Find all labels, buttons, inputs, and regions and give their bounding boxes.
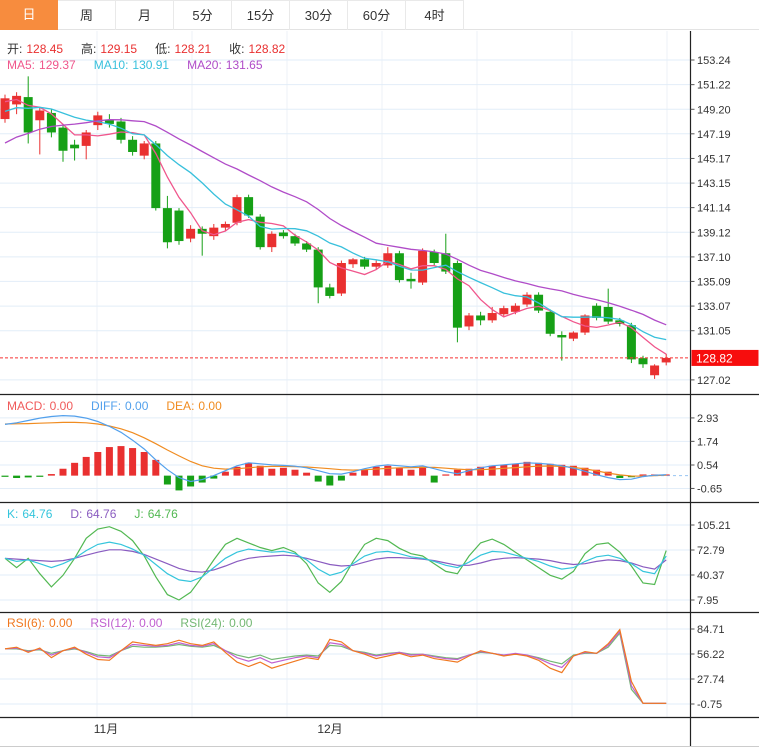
svg-text:145.17: 145.17: [697, 153, 731, 165]
svg-text:153.24: 153.24: [697, 55, 731, 67]
svg-text:143.15: 143.15: [697, 178, 731, 190]
svg-text:-0.65: -0.65: [697, 483, 722, 495]
rsi12-value: 0.00: [139, 616, 163, 630]
k-value: 64.76: [22, 507, 53, 521]
price-axis: 153.24 151.22 149.20 147.19 145.17 143.15 141.…: [690, 55, 731, 711]
svg-text:141.14: 141.14: [697, 203, 731, 215]
rsi24-value: 0.00: [229, 616, 253, 630]
current-price-tag: 128.82: [691, 349, 759, 366]
dea-value: 0.00: [198, 399, 222, 413]
tab-month[interactable]: 月: [116, 0, 174, 30]
svg-text:1.74: 1.74: [697, 436, 718, 448]
svg-text:0.54: 0.54: [697, 460, 718, 472]
open-label: 开:: [7, 42, 23, 56]
rsi24-label: RSI(24):: [180, 616, 226, 630]
macd-label: MACD:: [7, 399, 46, 413]
d-value: 64.76: [86, 507, 117, 521]
svg-text:151.22: 151.22: [697, 80, 731, 92]
svg-text:105.21: 105.21: [697, 520, 731, 532]
svg-text:56.22: 56.22: [697, 649, 725, 661]
macd-layer: [1, 414, 688, 491]
svg-text:12月: 12月: [317, 722, 342, 736]
k-label: K:: [7, 507, 19, 521]
period-tabbar: 日 周 月 5分 15分 30分 60分 4时: [0, 0, 759, 30]
low-label: 低:: [155, 42, 171, 56]
rsi-readout: RSI(6): 0.00 RSI(12): 0.00 RSI(24): 0.00: [7, 616, 252, 630]
svg-text:72.79: 72.79: [697, 545, 725, 557]
j-label: J:: [134, 507, 144, 521]
macd-readout: MACD: 0.00 DIFF: 0.00 DEA: 0.00: [7, 399, 222, 413]
close-value: 128.82: [248, 42, 286, 56]
svg-text:135.09: 135.09: [697, 276, 731, 288]
tab-5min[interactable]: 5分: [174, 0, 232, 30]
open-value: 128.45: [26, 42, 64, 56]
svg-text:139.12: 139.12: [697, 227, 731, 239]
rsi-layer: [4, 628, 667, 704]
ma10-label: MA10:: [93, 58, 129, 72]
svg-text:147.19: 147.19: [697, 129, 731, 141]
rsi6-label: RSI(6):: [7, 616, 46, 630]
svg-text:27.74: 27.74: [697, 674, 725, 686]
ma5-value: 129.37: [39, 58, 76, 72]
j-value: 64.76: [147, 507, 178, 521]
diff-label: DIFF:: [91, 399, 122, 413]
tab-week[interactable]: 周: [58, 0, 116, 30]
ma20-label: MA20:: [187, 58, 222, 72]
svg-text:2.93: 2.93: [697, 413, 718, 425]
svg-text:137.10: 137.10: [697, 252, 731, 264]
ma-readout: MA5: 129.37 MA10: 130.91 MA20: 131.65: [7, 58, 263, 72]
tab-60min[interactable]: 60分: [348, 0, 406, 30]
ma10-value: 130.91: [132, 58, 170, 72]
kdj-layer: [4, 526, 667, 601]
diff-value: 0.00: [125, 399, 149, 413]
rsi6-value: 0.00: [49, 616, 73, 630]
x-axis-labels: 11月 12月: [94, 722, 343, 736]
close-label: 收:: [229, 42, 245, 56]
d-label: D:: [70, 507, 83, 521]
ohlc-readout: 开: 128.45 高: 129.15 低: 128.21 收: 128.82: [7, 40, 285, 57]
high-label: 高:: [81, 42, 97, 56]
tab-4hour[interactable]: 4时: [406, 0, 464, 30]
high-value: 129.15: [100, 42, 138, 56]
svg-text:149.20: 149.20: [697, 104, 731, 116]
kdj-readout: K: 64.76 D: 64.76 J: 64.76: [7, 507, 178, 521]
dea-label: DEA:: [166, 399, 195, 413]
grid-layer: [0, 31, 690, 717]
tab-day[interactable]: 日: [0, 0, 58, 30]
svg-text:133.07: 133.07: [697, 301, 731, 313]
ma-layer: [4, 98, 667, 355]
svg-text:11月: 11月: [94, 722, 118, 736]
svg-text:-0.75: -0.75: [697, 699, 722, 711]
svg-text:7.95: 7.95: [697, 595, 718, 607]
tab-15min[interactable]: 15分: [232, 0, 290, 30]
frame-layer: [0, 31, 759, 747]
svg-text:128.82: 128.82: [696, 351, 733, 365]
ma20-value: 131.65: [225, 58, 263, 72]
svg-text:40.37: 40.37: [697, 570, 725, 582]
svg-text:127.02: 127.02: [697, 375, 731, 387]
svg-text:84.71: 84.71: [697, 624, 725, 636]
low-value: 128.21: [174, 42, 212, 56]
ma5-label: MA5:: [7, 58, 36, 72]
tab-30min[interactable]: 30分: [290, 0, 348, 30]
rsi12-label: RSI(12):: [90, 616, 136, 630]
svg-text:131.05: 131.05: [697, 326, 731, 338]
macd-value: 0.00: [49, 399, 74, 413]
